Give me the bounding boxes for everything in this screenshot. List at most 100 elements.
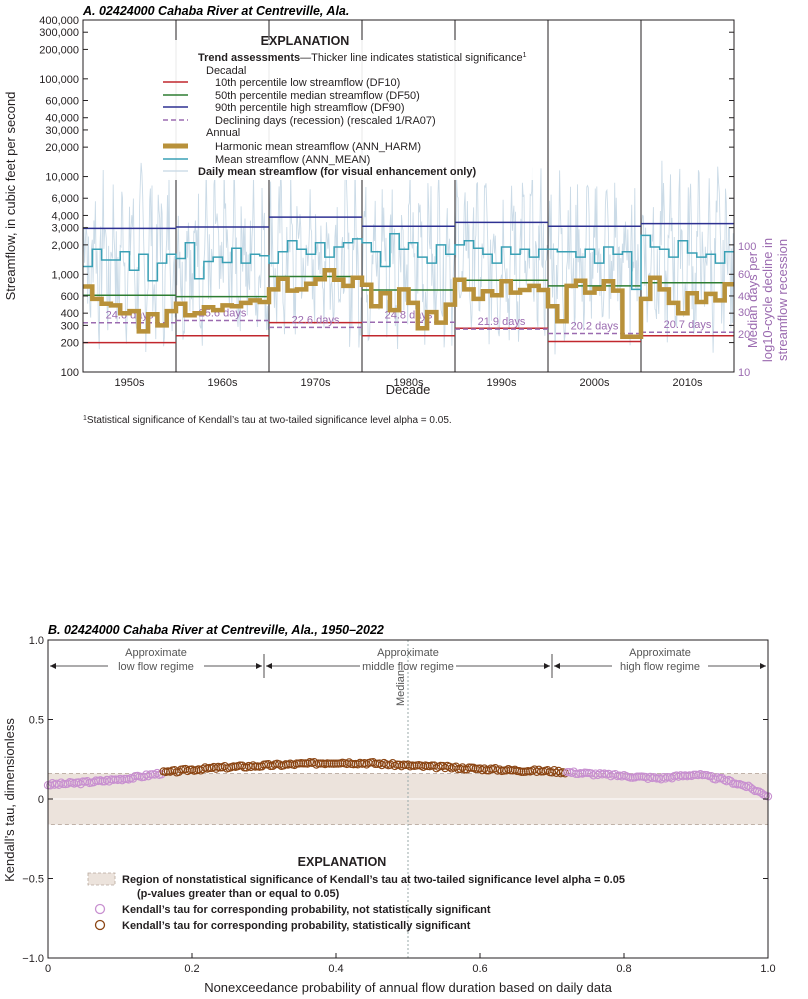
y-tick-label: 1,000: [51, 269, 79, 281]
tau-point-significant: [419, 762, 428, 771]
x-axis-label: Decade: [386, 382, 431, 397]
decade-label: 2000s: [580, 377, 610, 389]
b-y-tick-label: −0.5: [22, 874, 44, 886]
y-tick-label: 3,000: [51, 223, 79, 235]
regime-label-line2: low flow regime: [118, 661, 194, 673]
tau-point-significant: [480, 764, 489, 773]
recession-days-label: 20.2 days: [571, 321, 619, 333]
legend-b-title: EXPLANATION: [298, 855, 387, 869]
tau-point-nonsignificant: [83, 777, 92, 786]
ann-harm-line: [83, 267, 734, 339]
legend-daily-label: Daily mean streamflow (for visual enhanc…: [198, 166, 476, 178]
tau-point-nonsignificant: [54, 780, 64, 789]
legend-a-footnote-mark: 1: [523, 52, 527, 59]
regime-label-line1: Approximate: [629, 647, 691, 659]
median-label: Median: [395, 670, 407, 706]
y-tick-label: 400,000: [39, 15, 79, 27]
tau-point-nonsignificant: [704, 771, 714, 781]
tau-point-nonsignificant: [604, 769, 613, 779]
x-axis-ticks: 1950s 1960s 1970s 1980s 1990s 2000s 2010s: [115, 377, 703, 389]
y2-tick-label: 40: [738, 291, 750, 303]
y-tick-label: 600: [61, 291, 79, 303]
tau-point-significant: [430, 761, 439, 770]
tau-point-nonsignificant: [689, 770, 698, 779]
tau-point-nonsignificant: [617, 772, 626, 781]
tau-point-significant: [445, 762, 454, 771]
tau-point-significant: [314, 759, 323, 768]
legend-df90-label: 90th percentile high streamflow (DF90): [215, 102, 405, 114]
legend-nonsig-label: Kendall’s tau for corresponding probabil…: [122, 904, 491, 916]
b-x-tick-label: 0.6: [472, 963, 487, 975]
y-tick-label: 2,000: [51, 240, 79, 252]
y-tick-label: 300,000: [39, 27, 79, 39]
tau-point-significant: [246, 762, 256, 772]
regime-arrowhead-left: [554, 663, 560, 669]
legend-decadal-heading: Decadal: [206, 65, 246, 77]
y-tick-label: 300: [61, 320, 79, 332]
tau-point-nonsignificant: [757, 788, 766, 798]
legend-df50-label: 50th percentile median streamflow (DF50): [215, 90, 420, 102]
b-x-tick-label: 0: [45, 963, 51, 975]
tau-point-significant: [299, 759, 308, 768]
recession-days-label: 21.9 days: [478, 316, 526, 328]
footnote: 1Statistical significance of Kendall’s t…: [83, 415, 452, 426]
tau-point-significant: [292, 759, 301, 768]
footnote-text: Statistical significance of Kendall’s ta…: [87, 415, 452, 426]
plot-frame: [82, 19, 735, 373]
y-tick-label: 200,000: [39, 44, 79, 56]
tau-point-significant: [532, 767, 541, 776]
tau-point-significant: [451, 762, 461, 771]
b-y-tick-label: −1.0: [22, 953, 44, 965]
y2-tick-label: 100: [738, 241, 756, 253]
y-tick-label: 200: [61, 338, 79, 350]
regime-arrowhead-right: [544, 663, 550, 669]
tau-point-significant: [238, 761, 247, 770]
tau-point-significant: [403, 760, 413, 769]
tau-point-significant: [342, 759, 352, 769]
tau-point-significant: [331, 759, 341, 768]
legend-harm-label: Harmonic mean streamflow (ANN_HARM): [215, 141, 421, 153]
tau-point-nonsignificant: [728, 779, 738, 788]
decade-label: 1980s: [394, 377, 424, 389]
tau-point-nonsignificant: [606, 772, 616, 781]
legend-sig-label: Kendall’s tau for corresponding probabil…: [122, 920, 471, 932]
tau-point-nonsignificant: [56, 778, 66, 787]
y-tick-label: 100: [61, 367, 79, 379]
y2-axis-label-line: log10-cycle decline in: [760, 238, 775, 362]
y2-axis-ticks: 10 20 30 40 60 100: [738, 241, 756, 379]
tau-point-nonsignificant: [115, 774, 125, 784]
recession-days-label: 20.7 days: [664, 319, 712, 331]
legend-b: EXPLANATION Region of nonstatistical sig…: [87, 855, 625, 932]
b-x-tick-label: 1.0: [760, 963, 775, 975]
y2-tick-label: 20: [738, 329, 750, 341]
tau-point-significant: [458, 763, 467, 772]
tau-point-significant: [478, 766, 487, 775]
regime-label-line2: middle flow regime: [362, 661, 454, 673]
y-tick-label: 20,000: [45, 142, 79, 154]
b-x-tick-label: 0.4: [328, 963, 343, 975]
b-x-tick-label: 0.2: [184, 963, 199, 975]
tau-point-significant: [550, 766, 559, 775]
legend-a-background: [160, 40, 540, 180]
legend-a-subtitle-bold: Trend assessments: [198, 52, 300, 64]
tau-point-significant: [377, 760, 386, 770]
tau-point-significant: [386, 760, 395, 769]
tau-point-nonsignificant: [102, 775, 112, 785]
tau-point-nonsignificant: [726, 777, 736, 786]
b-x-axis-ticks: 0 0.2 0.4 0.6 0.8 1.0: [45, 953, 776, 975]
legend-a-subtitle-rest: —Thicker line indicates statistical sign…: [300, 52, 523, 64]
tau-point-significant: [390, 761, 400, 771]
tau-point-significant: [316, 759, 325, 768]
legend-df10-label: 10th percentile low streamflow (DF10): [215, 77, 400, 89]
tau-point-nonsignificant: [661, 774, 670, 783]
tau-point-nonsignificant: [672, 771, 681, 780]
y2-axis-label-line: Median days per: [745, 251, 760, 348]
y-tick-label: 400: [61, 308, 79, 320]
b-y-tick-label: 0: [38, 794, 44, 806]
tau-point-significant: [456, 764, 465, 774]
y-tick-label: 6,000: [51, 193, 79, 205]
b-y-tick-label: 0.5: [29, 715, 44, 727]
decade-label: 1960s: [208, 377, 238, 389]
